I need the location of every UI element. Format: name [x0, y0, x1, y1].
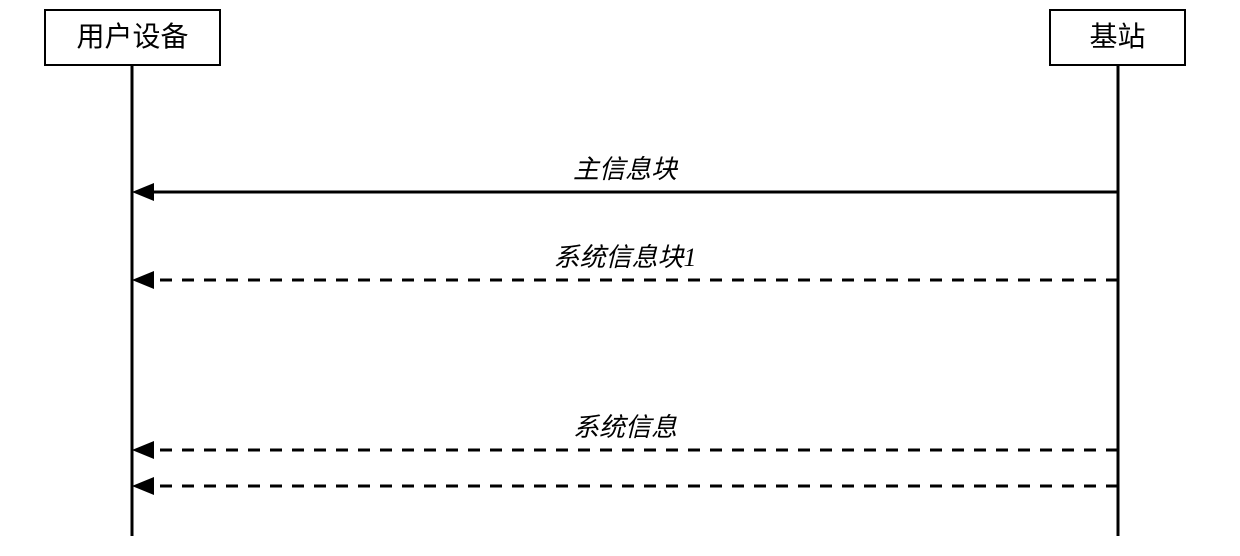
message-label: 系统信息	[573, 413, 677, 442]
participant-ue: 用户设备	[45, 10, 220, 536]
message-0: 主信息块	[132, 155, 1118, 201]
arrowhead-icon	[132, 271, 154, 289]
message-label: 主信息块	[573, 155, 679, 184]
participant-label: 基站	[1089, 21, 1145, 53]
arrowhead-icon	[132, 477, 154, 495]
arrowhead-icon	[132, 183, 154, 201]
message-3	[132, 477, 1118, 495]
arrowhead-icon	[132, 441, 154, 459]
message-1: 系统信息块1	[132, 243, 1118, 289]
message-2: 系统信息	[132, 413, 1118, 459]
sequence-diagram: 用户设备 基站主信息块系统信息块1 系统信息	[0, 0, 1240, 556]
participant-label: 用户设备	[76, 21, 188, 53]
message-label: 系统信息块1	[553, 243, 696, 272]
participant-bs: 基站	[1050, 10, 1185, 536]
